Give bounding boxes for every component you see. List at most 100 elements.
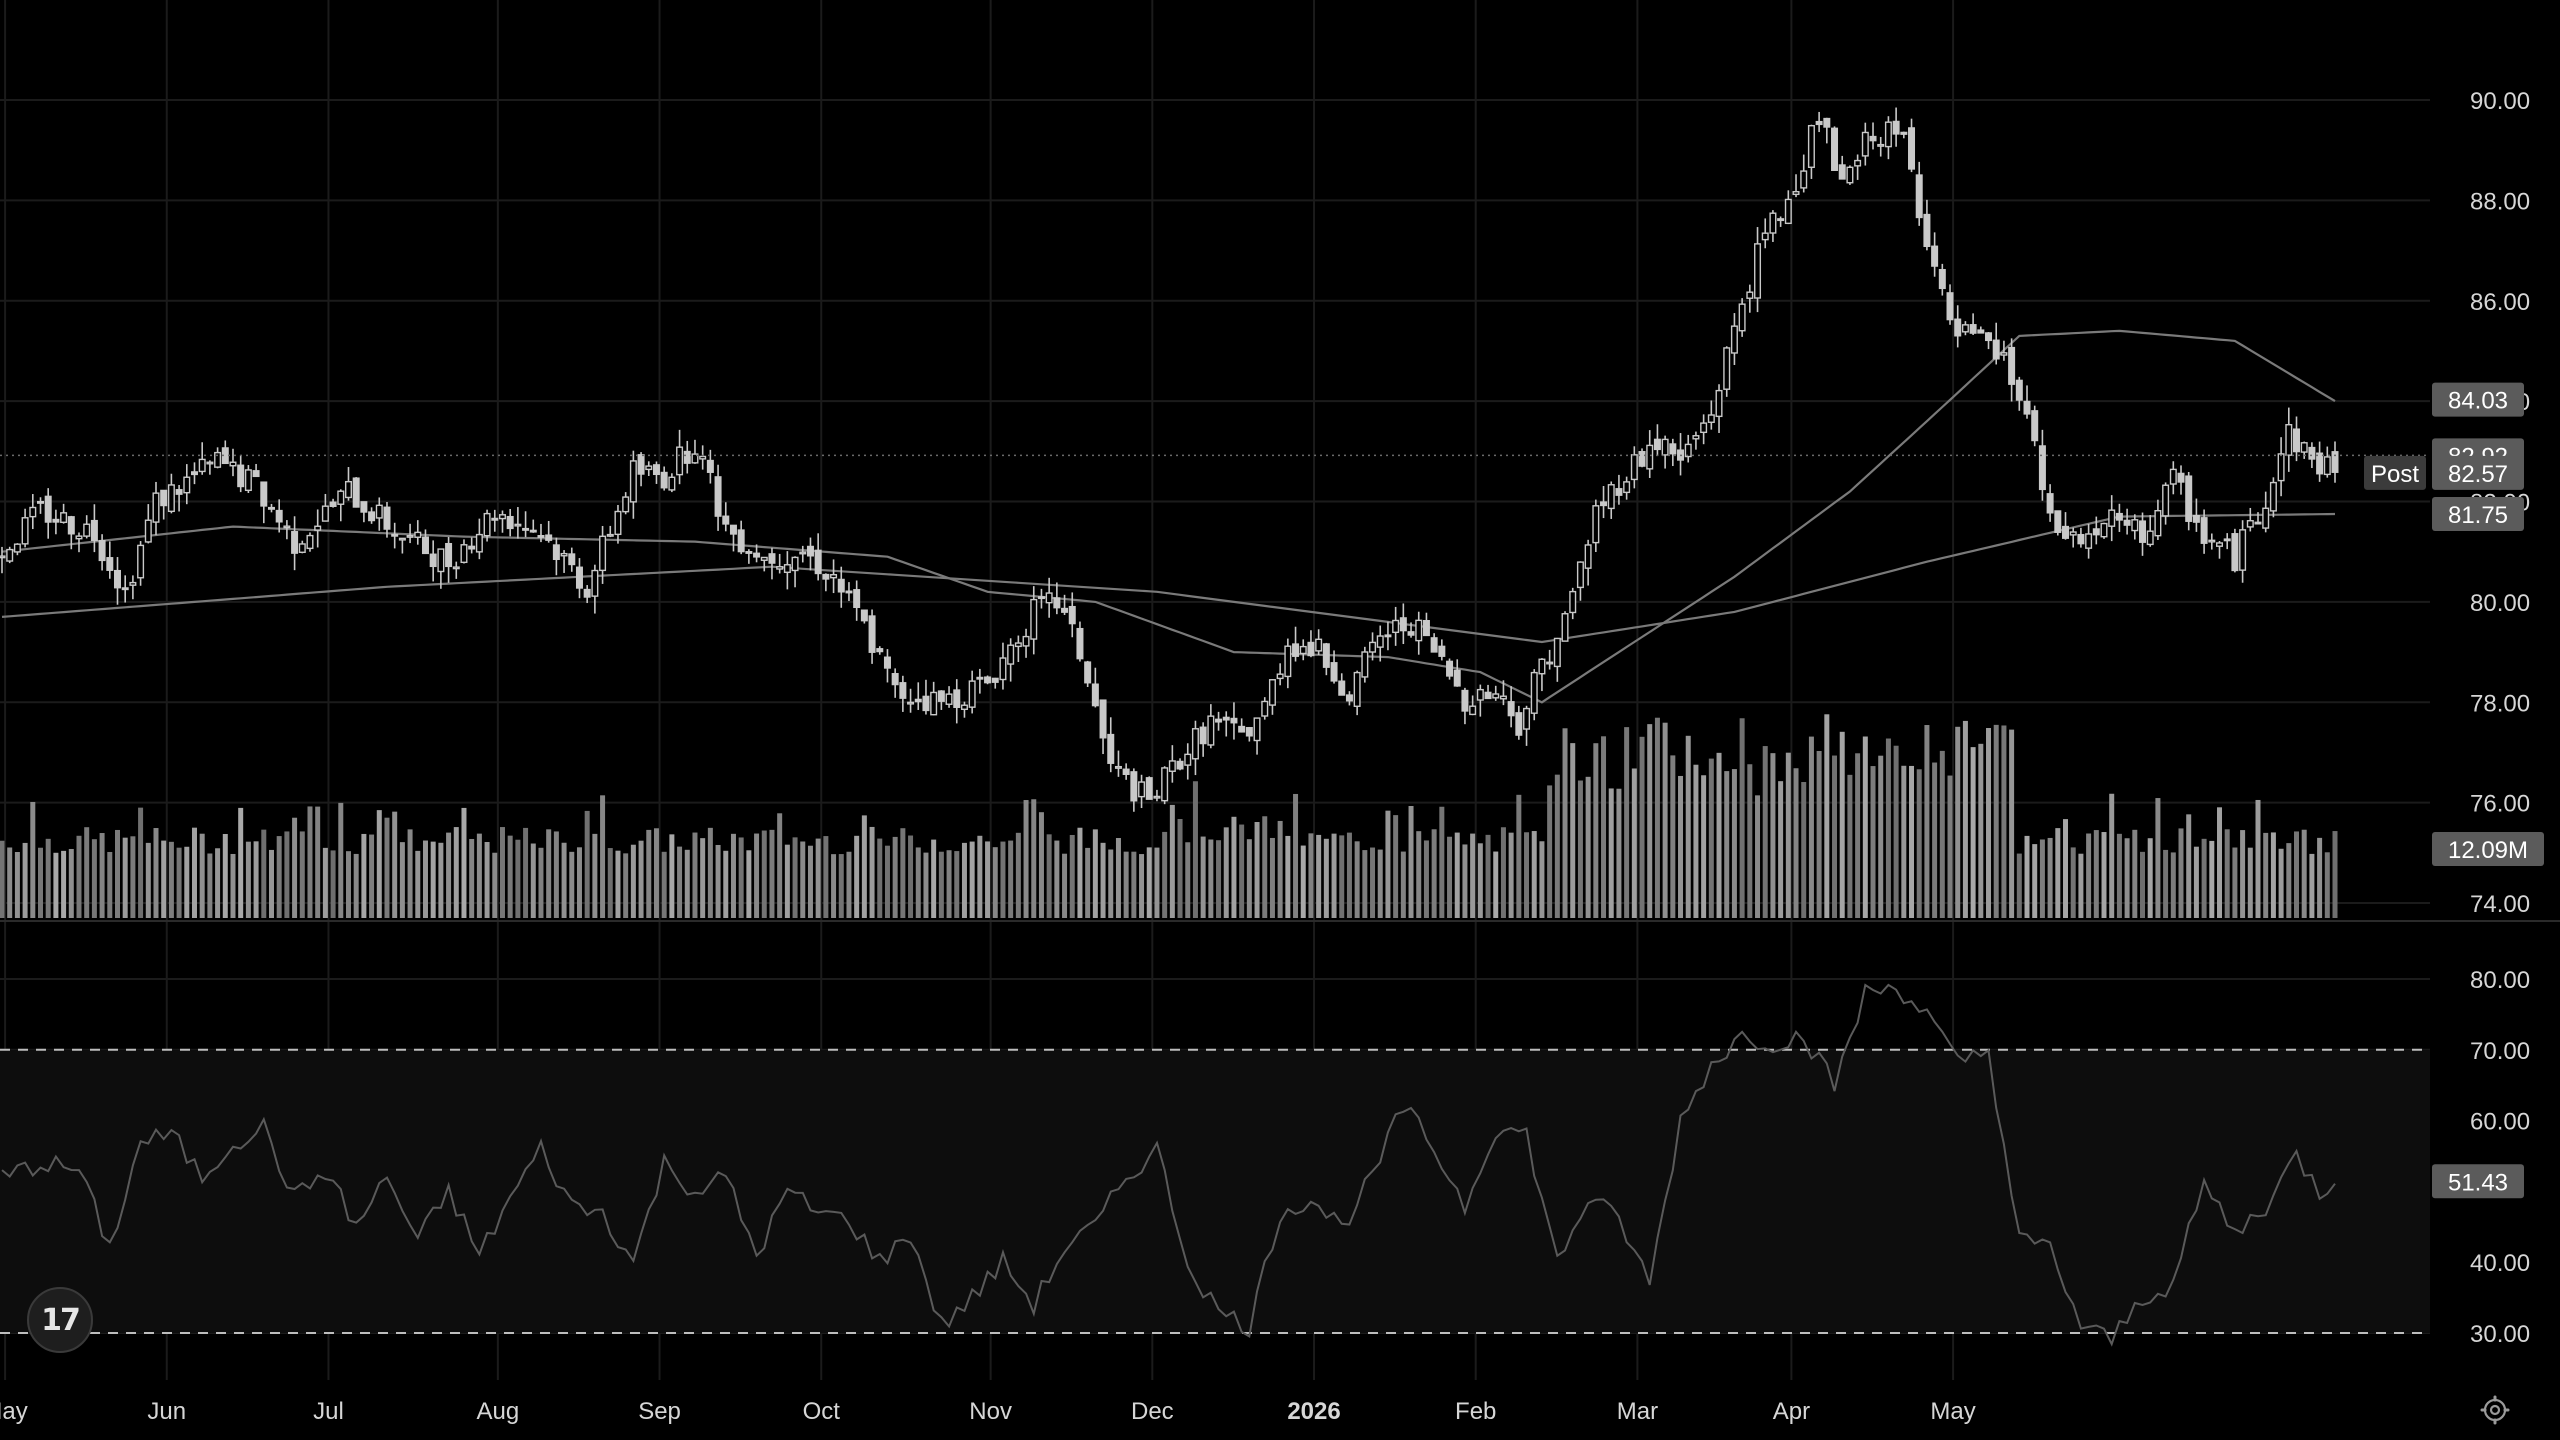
candle-body: [44, 495, 52, 523]
candle-body: [699, 455, 707, 460]
candle-body: [1754, 243, 1762, 299]
volume-bar: [800, 841, 806, 918]
candle-body: [1908, 127, 1916, 170]
candle-body: [1584, 544, 1592, 569]
volume-bar: [1585, 776, 1591, 918]
volume-bar: [869, 826, 875, 918]
candle-body: [1230, 717, 1238, 724]
candle-body: [1292, 643, 1300, 657]
rsi-tick-label: 40.00: [2470, 1250, 2530, 1277]
candle-body: [1669, 443, 1677, 455]
volume-bar: [1731, 769, 1737, 918]
volume-bar: [630, 844, 636, 918]
candle-body: [791, 556, 799, 572]
volume-bar: [1708, 758, 1714, 918]
candle-body: [1030, 598, 1038, 640]
candle-body: [0, 555, 6, 559]
candle-body: [2115, 512, 2123, 521]
volume-bar: [553, 831, 559, 918]
candle-body: [506, 515, 514, 530]
volume-bar: [1354, 841, 1360, 918]
candle-body: [160, 489, 168, 507]
volume-bar: [1023, 800, 1029, 918]
candle-body: [1253, 717, 1261, 742]
candle-body: [1361, 651, 1369, 678]
volume-bar: [754, 833, 760, 918]
candle-body: [1091, 683, 1099, 707]
candle-body: [36, 500, 44, 504]
candle-body: [860, 609, 868, 622]
logo-icon[interactable]: 17: [27, 1287, 93, 1353]
volume-bar: [1169, 804, 1175, 918]
post-tag-bg: [2364, 455, 2426, 490]
volume-bar: [1262, 816, 1268, 918]
candle-body: [1191, 728, 1199, 760]
candle-body: [1215, 718, 1223, 723]
candle-body: [729, 524, 737, 535]
candle-body: [2316, 452, 2324, 475]
volume-bar: [1916, 769, 1922, 918]
candle-body: [2208, 539, 2216, 543]
candle-body: [883, 656, 891, 669]
candle-body: [1684, 443, 1692, 458]
volume-bar: [1801, 782, 1807, 918]
candle-body: [391, 533, 399, 537]
volume-bar: [2109, 793, 2115, 918]
volume-bar: [392, 811, 398, 918]
candle-body: [291, 531, 299, 554]
volume-bar: [215, 848, 221, 918]
volume-bar: [1793, 768, 1799, 918]
volume-bar: [168, 841, 174, 918]
candle-body: [60, 512, 68, 523]
candle-body: [1946, 292, 1954, 321]
candle-body: [1307, 641, 1315, 657]
volume-bar: [1962, 720, 1968, 918]
volume-bar: [1339, 835, 1345, 918]
volume-bar: [184, 846, 190, 918]
volume-bar: [2055, 828, 2061, 918]
candle-body: [1777, 218, 1785, 222]
price-tick-label: 74.00: [2470, 891, 2530, 918]
volume-bar: [1015, 832, 1021, 918]
volume-bar: [30, 801, 36, 918]
candle-body: [67, 516, 75, 535]
candle-body: [1561, 613, 1569, 642]
volume-bar: [2278, 848, 2284, 918]
volume-bar: [384, 817, 390, 918]
volume-bar: [623, 853, 629, 918]
volume-bar: [730, 833, 736, 918]
volume-bar: [1377, 849, 1383, 918]
candle-body: [1245, 727, 1253, 737]
candle-body: [1523, 707, 1531, 730]
volume-bar: [2009, 729, 2015, 918]
volume-bar: [2078, 853, 2084, 918]
settings-button[interactable]: [2477, 1392, 2513, 1428]
candle-body: [1823, 117, 1831, 128]
volume-bar: [1231, 816, 1237, 918]
volume-bar: [1601, 736, 1607, 918]
time-tick-label: May: [0, 1398, 28, 1425]
volume-bar: [2178, 828, 2184, 918]
post-price-badge: 82.57: [2448, 461, 2508, 488]
volume-bar: [1824, 714, 1830, 918]
candle-body: [2139, 520, 2147, 543]
candle-body: [2031, 410, 2039, 442]
candle-body: [737, 529, 745, 553]
volume-bar: [992, 847, 998, 918]
volume-bar: [1416, 831, 1422, 918]
volume-bar: [2147, 838, 2153, 918]
volume-bar: [877, 838, 883, 918]
candle-body: [75, 535, 83, 540]
volume-bar: [1547, 785, 1553, 918]
volume-bar: [1216, 840, 1222, 918]
volume-bar: [954, 851, 960, 918]
volume-bar: [222, 833, 228, 918]
candle-body: [283, 525, 291, 529]
volume-bar: [700, 838, 706, 918]
volume-bar: [1739, 718, 1745, 918]
ma-value-badge: 81.75: [2448, 502, 2508, 529]
volume-bar: [176, 847, 182, 918]
volume-bar: [1192, 781, 1198, 918]
